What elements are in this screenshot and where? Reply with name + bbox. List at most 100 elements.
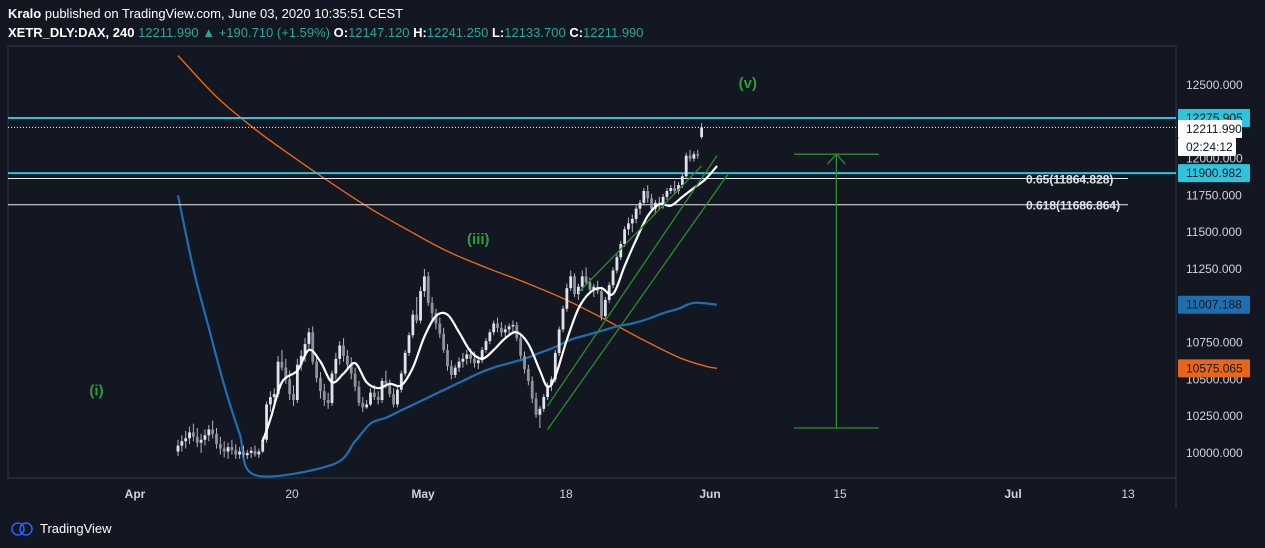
candle-body: [226, 447, 230, 452]
candle-body: [577, 286, 580, 295]
candle-body: [677, 185, 680, 191]
candle-body: [457, 361, 461, 368]
candle-body: [669, 188, 673, 191]
candle-body: [449, 366, 453, 375]
candle-body: [411, 314, 415, 336]
candle-body: [538, 408, 542, 415]
candle-body: [611, 270, 615, 286]
y-tick-label: 11250.000: [1186, 262, 1242, 276]
candle-body: [465, 354, 469, 359]
price-badge: [1178, 359, 1250, 378]
candle-body: [430, 302, 434, 314]
candle-body: [650, 198, 653, 209]
candle-body: [480, 349, 484, 361]
plot-area-frame: [7, 45, 1177, 479]
price-badge: [1178, 138, 1236, 156]
candle-body: [238, 451, 241, 455]
candle-body: [438, 323, 442, 334]
candle-body: [342, 345, 345, 356]
price-badge: [1178, 295, 1250, 314]
open-value: 12147.120: [348, 25, 410, 40]
candle-body: [211, 429, 215, 434]
last-price: 12211.990: [138, 25, 199, 40]
chart-header: Kralo published on TradingView.com, June…: [0, 0, 1265, 46]
candle-body: [573, 276, 576, 295]
candle-body: [284, 367, 288, 380]
channel-line[interactable]: [547, 172, 730, 430]
candle-body: [434, 313, 438, 324]
candle-body: [638, 202, 642, 209]
y-tick-label: 11500.000: [1186, 225, 1242, 239]
candle-body: [330, 373, 334, 403]
candle-body: [376, 397, 380, 401]
candle-body: [242, 451, 245, 456]
candle-body: [307, 332, 311, 345]
candle-body: [280, 361, 284, 368]
projection-arrow-icon: [826, 153, 846, 165]
channel-line[interactable]: [577, 165, 703, 294]
candle-body: [673, 188, 677, 191]
candle-body: [349, 364, 353, 374]
fib-level-label: 0.65(11864.828): [1026, 172, 1113, 186]
candle-body: [276, 361, 280, 395]
candle-body: [292, 394, 295, 401]
candle-body: [680, 176, 684, 186]
y-tick-label: 11750.000: [1186, 188, 1242, 202]
candle-body: [272, 394, 276, 398]
candle-body: [561, 308, 565, 330]
candle-body: [623, 229, 626, 244]
candle-body: [446, 349, 449, 367]
candle-body: [203, 435, 207, 440]
candle-body: [476, 360, 480, 364]
candle-body: [361, 402, 365, 408]
candle-body: [634, 208, 638, 219]
candle-body: [488, 332, 492, 342]
price-badge-label: 12211.990: [1186, 122, 1242, 136]
candle-body: [357, 386, 361, 403]
brand-name[interactable]: TradingView: [40, 520, 112, 536]
candle-body: [388, 383, 392, 395]
footer: TradingView: [10, 518, 112, 538]
candle-body: [180, 441, 184, 446]
candle-body: [234, 450, 238, 455]
candle-body: [615, 257, 619, 271]
candle-body: [665, 190, 669, 197]
candle-body: [407, 335, 411, 353]
wave-label: (i): [89, 383, 103, 400]
candle-body: [534, 398, 538, 415]
candle-body: [500, 327, 503, 333]
candle-body: [423, 276, 426, 292]
candle-body: [372, 392, 376, 398]
price-badge-label: 10575.065: [1186, 361, 1243, 375]
candle-body: [365, 404, 369, 408]
symbol-name[interactable]: XETR_DLY:DAX, 240: [8, 25, 135, 40]
candle-body: [565, 288, 569, 309]
candle-body: [215, 433, 218, 445]
candle-body: [392, 394, 395, 405]
candle-body: [557, 329, 561, 353]
y-tick-label: 10250.000: [1186, 409, 1243, 423]
candle-body: [265, 404, 268, 440]
ma-mid-line: [176, 195, 718, 478]
candle-body: [507, 326, 511, 330]
candle-body: [176, 445, 180, 452]
candle-body: [253, 450, 257, 455]
candle-body: [692, 154, 696, 159]
x-tick-label: 13: [1121, 487, 1135, 501]
x-tick-label: 20: [285, 487, 299, 501]
candle-body: [553, 352, 557, 380]
candle-body: [338, 345, 342, 359]
candle-body: [603, 299, 607, 317]
candle-body: [419, 291, 422, 321]
candle-body: [646, 190, 650, 199]
tradingview-logo-icon[interactable]: [10, 520, 34, 536]
candle-body: [261, 439, 265, 452]
x-tick-label: 18: [559, 487, 573, 501]
candle-body: [192, 432, 195, 437]
author-name[interactable]: Kralo: [8, 6, 42, 21]
candle-body: [661, 196, 665, 205]
channel-line[interactable]: [547, 155, 718, 407]
candle-body: [195, 436, 199, 443]
price-badge: [1178, 120, 1242, 138]
